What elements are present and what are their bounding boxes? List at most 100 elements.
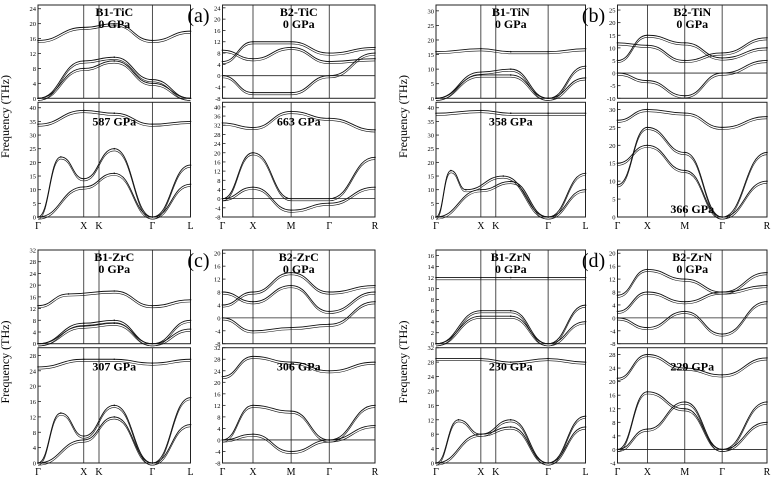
data-point [151, 462, 154, 464]
data-point [766, 180, 768, 182]
data-point [435, 97, 437, 100]
path-tick-label: L [187, 221, 193, 232]
path-tick-label: K [95, 221, 103, 232]
data-point [290, 110, 292, 113]
y-tick-label: 20 [609, 143, 616, 150]
dispersion-branch-split [37, 361, 191, 370]
path-tick-label: Γ [433, 467, 439, 478]
data-point [457, 418, 460, 421]
y-tick-label: 8 [217, 51, 220, 58]
y-tick-label: 16 [30, 294, 37, 301]
data-point [113, 358, 116, 361]
path-tick-label: Γ [220, 221, 226, 232]
data-point [290, 209, 292, 211]
y-tick-label: 0 [612, 447, 615, 454]
path-tick-label: K [492, 221, 500, 232]
path-tick-label: Γ [719, 221, 725, 232]
pressure-label: 230 GPa [489, 360, 533, 374]
data-point [721, 374, 723, 376]
path-tick-label: X [249, 467, 257, 478]
data-point [290, 46, 292, 49]
data-point [151, 362, 154, 364]
path-tick-label: K [95, 467, 103, 478]
data-point [252, 57, 254, 60]
y-tick-label: 20 [214, 380, 221, 387]
dispersion-branch-split [222, 358, 376, 380]
dispersion-branch-split [222, 303, 376, 334]
data-point [290, 40, 292, 43]
data-point [82, 186, 85, 188]
dispersion-branch-split [37, 292, 191, 309]
y-tick-label: -8 [215, 96, 220, 103]
data-point [509, 426, 512, 428]
data-point [509, 74, 512, 76]
data-point [547, 342, 549, 345]
dispersion-branch-split [435, 418, 586, 466]
data-point [374, 46, 376, 49]
y-tick-label: 16 [214, 28, 221, 35]
data-point [683, 278, 686, 280]
path-tick-label: R [372, 221, 379, 232]
data-point [480, 433, 482, 435]
data-point [328, 439, 331, 441]
panel-frame [222, 249, 376, 345]
data-point [221, 197, 224, 200]
data-point [252, 291, 254, 293]
dispersion-branch-split [617, 393, 768, 452]
y-tick-label: -10 [607, 96, 616, 103]
data-point [328, 60, 331, 63]
path-tick-label: Γ [719, 467, 725, 478]
y-tick-label: 14 [428, 264, 435, 271]
dispersion-branch-split [222, 287, 376, 314]
dispersion-branch-split [435, 68, 586, 101]
data-point [509, 418, 512, 421]
y-tick-label: 5 [431, 201, 434, 208]
dispersion-branch [617, 285, 768, 312]
path-tick-label: Γ [35, 221, 41, 232]
y-tick-label: 2 [431, 330, 434, 337]
y-tick-label: 30 [609, 107, 616, 114]
data-point [60, 156, 62, 158]
y-tick-label: 20 [30, 384, 37, 391]
data-point [646, 108, 649, 111]
data-point [252, 355, 254, 358]
data-point [113, 60, 116, 62]
path-tick-label: Γ [35, 467, 41, 478]
y-tick-label: -4 [215, 328, 221, 335]
panel-a-0-1: 0 5 10 15 20 25 30 35 40 587 GPa [30, 101, 192, 222]
dispersion-branch-split [435, 318, 586, 347]
data-point [584, 188, 587, 191]
path-tick-label: M [287, 467, 296, 478]
y-tick-label: 0 [217, 196, 220, 203]
data-point [328, 202, 331, 205]
y-tick-label: 32 [428, 345, 435, 352]
data-point [616, 310, 619, 313]
data-point [646, 126, 649, 129]
data-point [189, 164, 192, 166]
dispersion-branch-split [617, 356, 768, 381]
data-point [721, 333, 723, 335]
y-tick-label: 8 [33, 66, 36, 73]
data-point [328, 117, 331, 120]
dispersion-branch [435, 170, 586, 218]
panel-frame [617, 347, 768, 464]
data-point [189, 328, 192, 330]
dispersion-branch-split [222, 113, 376, 133]
data-point [82, 60, 85, 62]
data-point [60, 412, 62, 414]
data-point [189, 358, 192, 361]
data-point [584, 112, 587, 115]
y-tick-label: 28 [214, 132, 221, 139]
panel-d-1-1: -4 0 4 8 12 16 20 24 28 229 GPa [609, 347, 768, 468]
data-point [584, 172, 587, 175]
data-point [646, 44, 649, 47]
y-tick-label: 16 [428, 403, 435, 410]
pressure-label: 229 GPa [670, 360, 714, 374]
data-point [221, 304, 224, 306]
y-tick-label: 40 [30, 105, 37, 112]
pressure-label: 358 GPa [489, 114, 533, 128]
y-tick-label: 24 [30, 368, 37, 375]
